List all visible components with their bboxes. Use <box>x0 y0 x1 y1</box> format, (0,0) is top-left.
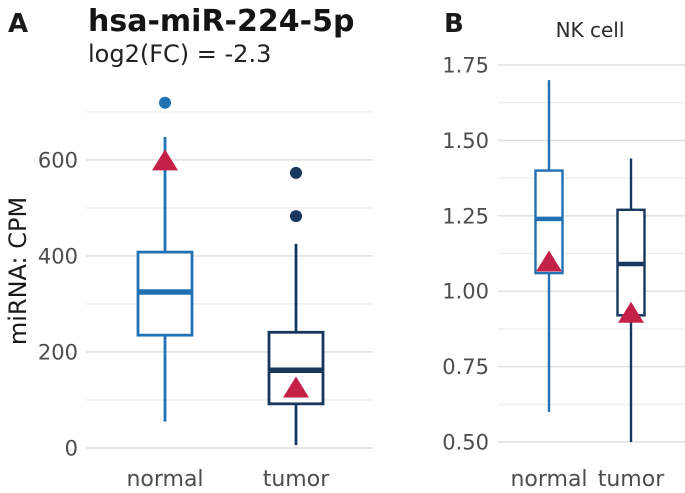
x-category-label: tumor <box>263 467 330 492</box>
outlier-point <box>290 166 302 179</box>
outlier-point <box>290 210 302 223</box>
x-category-label: normal <box>126 467 203 492</box>
y-tick-label: 1.25 <box>442 204 489 228</box>
y-axis-title: miRNA: CPM <box>4 197 32 345</box>
y-tick-label: 0.75 <box>442 355 489 379</box>
panel-a-title: hsa-miR-224-5p <box>88 4 354 39</box>
panel-a-subtitle: log2(FC) = -2.3 <box>88 40 271 68</box>
x-category-label: tumor <box>598 467 665 492</box>
y-tick-label: 600 <box>38 148 78 172</box>
y-tick-label: 1.50 <box>442 129 489 153</box>
y-tick-label: 400 <box>38 244 78 268</box>
y-tick-label: 0 <box>65 437 78 461</box>
mean-triangle-marker <box>283 376 309 398</box>
mean-triangle-marker <box>152 149 178 171</box>
panel-b-label: B <box>444 9 464 39</box>
outlier-point <box>159 96 171 109</box>
y-tick-label: 1.75 <box>442 54 489 78</box>
panel-a-label: A <box>8 9 28 39</box>
x-category-label: normal <box>510 467 587 492</box>
y-tick-label: 1.00 <box>442 280 489 304</box>
mean-triangle-marker <box>618 301 644 323</box>
y-tick-label: 0.50 <box>442 430 489 454</box>
y-tick-label: 200 <box>38 340 78 364</box>
mean-triangle-marker <box>536 250 562 272</box>
panel-b-title: NK cell <box>556 18 625 42</box>
plots-layer: 0 200 400 600 normal tumor 0.50 0.75 1.00 1.25 1.5… <box>38 54 685 492</box>
